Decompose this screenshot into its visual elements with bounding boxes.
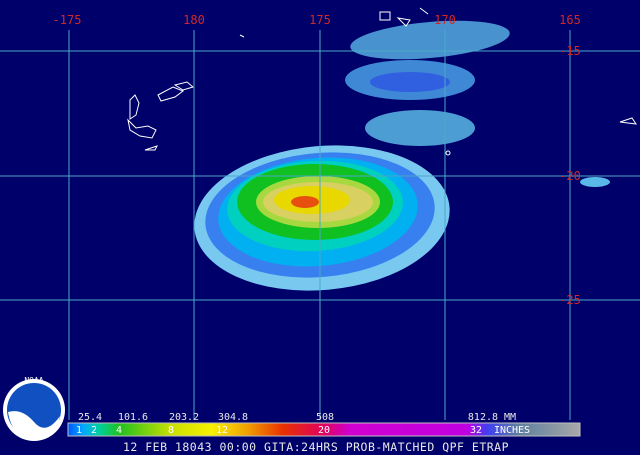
longitude-label: 175: [309, 13, 331, 27]
mm-label: 25.4: [78, 412, 102, 423]
inch-label: 8: [168, 425, 174, 436]
color-bar: [67, 422, 581, 437]
logo-text: NOAA: [24, 376, 43, 385]
mm-label: 203.2: [169, 412, 199, 423]
latitude-label: -15: [559, 44, 581, 58]
longitude-label: -175: [53, 13, 82, 27]
caption: 12 FEB 18043 00:00 GITA:24HRS PROB-MATCH…: [123, 440, 509, 454]
inch-label: 2: [91, 425, 97, 436]
noaa-logo: NOAA: [3, 376, 65, 441]
latitude-label: -25: [559, 293, 581, 307]
longitude-label: 170: [434, 13, 456, 27]
graticule: [0, 30, 640, 420]
inch-label: 12: [216, 425, 228, 436]
inch-label: 20: [318, 425, 330, 436]
latitude-label: -20: [559, 169, 581, 183]
longitude-label: 180: [183, 13, 205, 27]
inch-label: 1: [76, 425, 82, 436]
coastlines: [127, 7, 638, 156]
legend: 25.4 101.6 203.2 304.8 508 812.8 MM 1 2 …: [67, 412, 581, 437]
mm-label: 101.6: [118, 412, 148, 423]
mm-label: 812.8 MM: [468, 412, 516, 423]
inch-label: INCHES: [494, 425, 530, 436]
inch-label: 4: [116, 425, 122, 436]
longitude-label: 165: [559, 13, 581, 27]
mm-label: 304.8: [218, 412, 248, 423]
inch-label: 32: [470, 425, 482, 436]
mm-label: 508: [316, 412, 334, 423]
